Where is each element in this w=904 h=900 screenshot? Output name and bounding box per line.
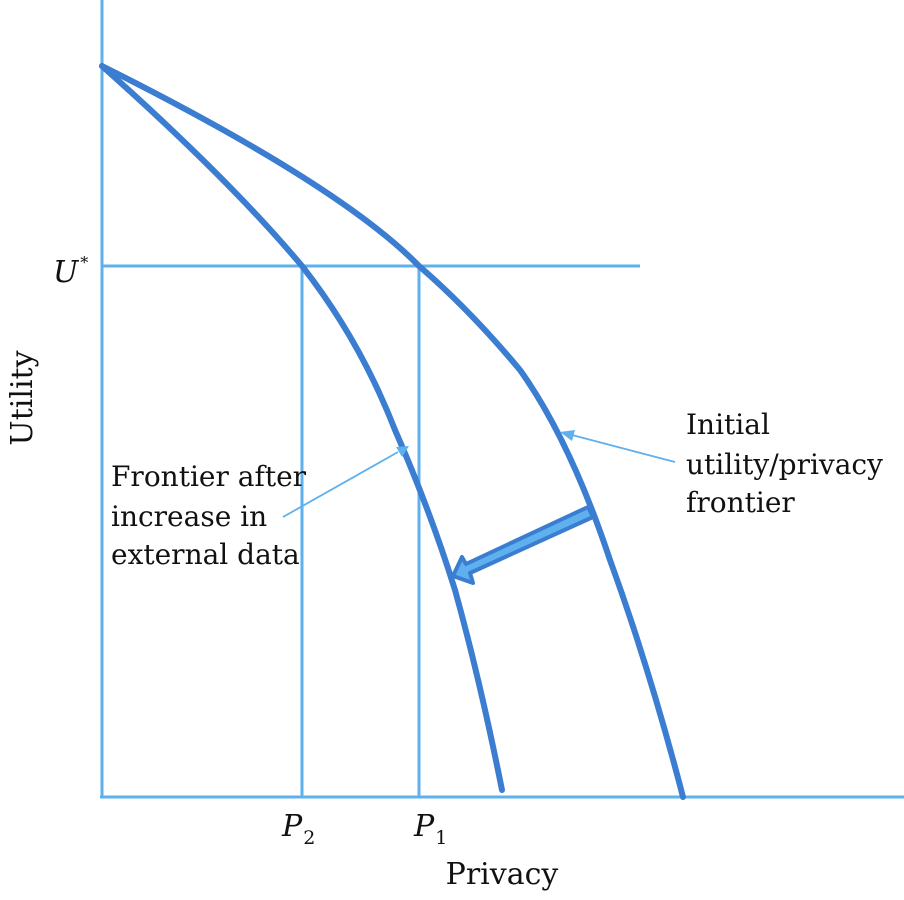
u-star-sup: * bbox=[80, 253, 88, 272]
initial-frontier-curve bbox=[99, 63, 686, 800]
u-star-label: U * bbox=[53, 253, 88, 290]
frontier-shift-arrow bbox=[451, 505, 595, 585]
shifted-frontier-label-line-3: external data bbox=[111, 538, 300, 571]
initial-frontier-pointer-head bbox=[560, 430, 575, 441]
shifted-frontier-label-line-1: Frontier after bbox=[111, 460, 307, 493]
p1-label: P1 bbox=[413, 809, 447, 849]
p1-sub: 1 bbox=[435, 827, 447, 849]
initial-frontier-label-line-1: Initial bbox=[686, 408, 770, 441]
initial-frontier-pointer-line bbox=[571, 434, 676, 463]
u-star-base: U bbox=[53, 255, 80, 290]
shifted-frontier-pointer-line bbox=[282, 451, 399, 518]
p2-label: P2 bbox=[281, 809, 315, 849]
p2-sub: 2 bbox=[303, 827, 315, 849]
shifted-frontier-curve bbox=[99, 63, 505, 793]
p1-base: P bbox=[413, 809, 435, 844]
p2-base: P bbox=[281, 809, 303, 844]
shifted-frontier-pointer-head bbox=[396, 446, 409, 457]
initial-frontier-label-line-3: frontier bbox=[686, 486, 795, 519]
shifted-frontier-label-line-2: increase in bbox=[111, 500, 267, 533]
x-axis-label: Privacy bbox=[446, 857, 559, 892]
y-axis-label: Utility bbox=[5, 350, 40, 445]
initial-frontier-label-line-2: utility/privacy bbox=[686, 448, 883, 481]
